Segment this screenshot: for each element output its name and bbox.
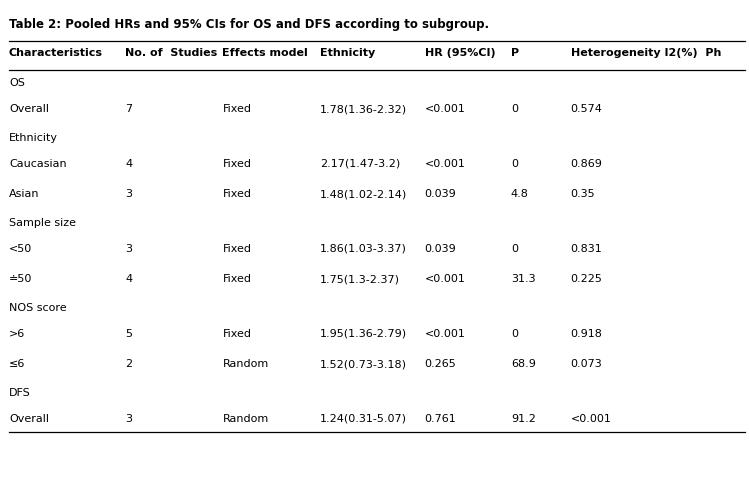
Text: 0: 0 [511,104,518,114]
Text: DFS: DFS [9,388,31,398]
Text: <0.001: <0.001 [425,274,466,284]
Text: 31.3: 31.3 [511,274,536,284]
Text: Effects model: Effects model [222,48,308,58]
Text: 0: 0 [511,329,518,339]
Text: 0.918: 0.918 [571,329,603,339]
Text: Overall: Overall [9,104,49,114]
Text: Ethnicity: Ethnicity [9,133,58,143]
Text: Fixed: Fixed [222,244,252,254]
Text: 2: 2 [125,359,133,369]
Text: P: P [511,48,519,58]
Text: Caucasian: Caucasian [9,159,67,169]
Text: No. of  Studies: No. of Studies [125,48,217,58]
Text: Random: Random [222,414,269,424]
Text: 0.869: 0.869 [571,159,603,169]
Text: 1.75(1.3-2.37): 1.75(1.3-2.37) [320,274,400,284]
Text: Fixed: Fixed [222,159,252,169]
Text: Fixed: Fixed [222,104,252,114]
Text: Random: Random [222,359,269,369]
Text: 0.265: 0.265 [425,359,456,369]
Text: <0.001: <0.001 [425,104,466,114]
Text: Asian: Asian [9,189,40,199]
Text: OS: OS [9,78,25,88]
Text: 0.35: 0.35 [571,189,595,199]
Text: <0.001: <0.001 [425,329,466,339]
Text: 1.86(1.03-3.37): 1.86(1.03-3.37) [320,244,407,254]
Text: 0.761: 0.761 [425,414,456,424]
Text: 4.8: 4.8 [511,189,529,199]
Text: Sample size: Sample size [9,218,76,228]
Text: 2.17(1.47-3.2): 2.17(1.47-3.2) [320,159,400,169]
Text: 0.831: 0.831 [571,244,602,254]
Text: Characteristics: Characteristics [9,48,103,58]
Text: 4: 4 [125,274,133,284]
Text: 3: 3 [125,244,132,254]
Text: 5: 5 [125,329,132,339]
Text: Fixed: Fixed [222,274,252,284]
Text: 0.039: 0.039 [425,189,456,199]
Text: NOS score: NOS score [9,303,67,313]
Text: <50: <50 [9,244,32,254]
Text: Overall: Overall [9,414,49,424]
Text: 68.9: 68.9 [511,359,536,369]
Text: Table 2: Pooled HRs and 95% CIs for OS and DFS according to subgroup.: Table 2: Pooled HRs and 95% CIs for OS a… [9,18,489,31]
Text: 91.2: 91.2 [511,414,536,424]
Text: 0.574: 0.574 [571,104,603,114]
Text: Heterogeneity I2(%)  Ph: Heterogeneity I2(%) Ph [571,48,721,58]
Text: 4: 4 [125,159,133,169]
Text: 1.52(0.73-3.18): 1.52(0.73-3.18) [320,359,407,369]
Text: ≤6: ≤6 [9,359,25,369]
Text: 0.073: 0.073 [571,359,602,369]
Text: 1.48(1.02-2.14): 1.48(1.02-2.14) [320,189,407,199]
Text: 0.039: 0.039 [425,244,456,254]
Text: <0.001: <0.001 [571,414,612,424]
Text: 7: 7 [125,104,133,114]
Text: Fixed: Fixed [222,189,252,199]
Text: 0: 0 [511,244,518,254]
Text: 3: 3 [125,189,132,199]
Text: HR (95%CI): HR (95%CI) [425,48,495,58]
Text: Fixed: Fixed [222,329,252,339]
Text: 1.78(1.36-2.32): 1.78(1.36-2.32) [320,104,407,114]
Text: Ethnicity: Ethnicity [320,48,375,58]
Text: 1.24(0.31-5.07): 1.24(0.31-5.07) [320,414,407,424]
Text: 0: 0 [511,159,518,169]
Text: >6: >6 [9,329,25,339]
Text: 1.95(1.36-2.79): 1.95(1.36-2.79) [320,329,407,339]
Text: ≐50: ≐50 [9,274,32,284]
Text: <0.001: <0.001 [425,159,466,169]
Text: 3: 3 [125,414,132,424]
Text: 0.225: 0.225 [571,274,603,284]
